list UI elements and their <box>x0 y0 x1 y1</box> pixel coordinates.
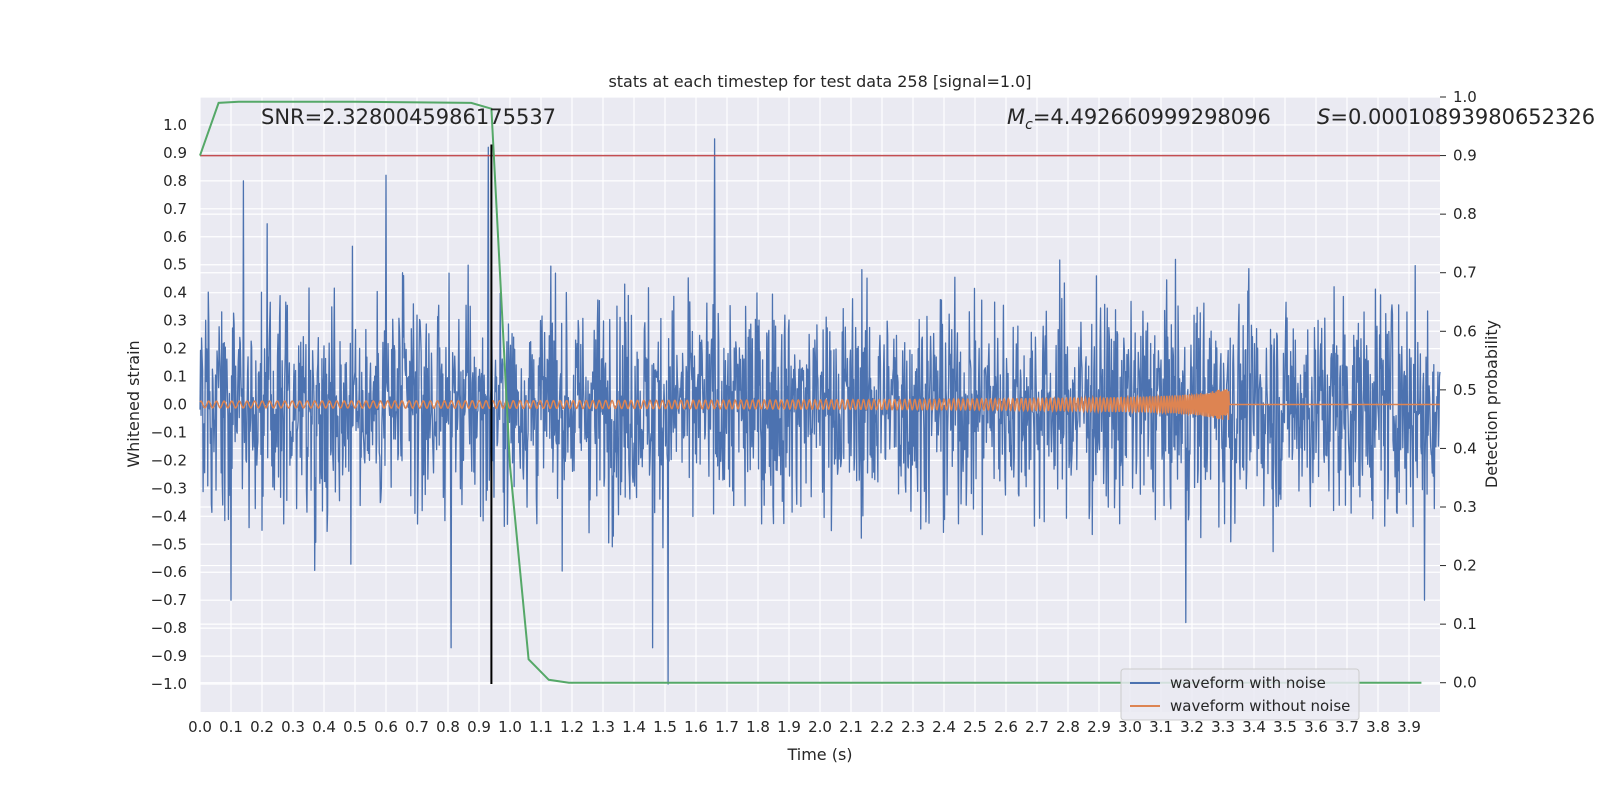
y2-axis-label: Detection probability <box>1482 320 1501 488</box>
y-tick-label: 0.8 <box>163 172 187 190</box>
x-tick-label: 2.2 <box>870 718 894 736</box>
x-tick-label: 1.1 <box>529 718 553 736</box>
y-tick-label: −0.2 <box>151 451 187 469</box>
y2-tick-label: 0.8 <box>1453 205 1477 223</box>
x-tick-label: 1.3 <box>591 718 615 736</box>
y2-tick-label: 0.0 <box>1453 674 1477 692</box>
x-tick-label: 2.3 <box>901 718 925 736</box>
x-tick-label: 1.6 <box>684 718 708 736</box>
y2-tick-label: 1.0 <box>1453 88 1477 106</box>
s-value: =0.00010893980652326 <box>1330 105 1595 129</box>
x-tick-label: 1.4 <box>622 718 646 736</box>
y-tick-label: 0.3 <box>163 312 187 330</box>
x-tick-label: 2.7 <box>1025 718 1049 736</box>
x-tick-label: 0.4 <box>312 718 336 736</box>
x-tick-label: 2.5 <box>963 718 987 736</box>
x-tick-label: 1.7 <box>715 718 739 736</box>
legend-label-noisy: waveform with noise <box>1170 674 1326 692</box>
y2-tick-label: 0.7 <box>1453 264 1477 282</box>
y-tick-label: −0.8 <box>151 619 187 637</box>
y-axis-label: Whitened strain <box>124 340 143 467</box>
y-tick-label: −0.5 <box>151 535 187 553</box>
x-tick-label: 1.9 <box>777 718 801 736</box>
chirp-mass-symbol: M <box>1007 105 1025 129</box>
chart-title: stats at each timestep for test data 258… <box>608 72 1031 91</box>
x-tick-label: 0.5 <box>343 718 367 736</box>
probability-line <box>199 100 1422 684</box>
y2-tick-label: 0.5 <box>1453 381 1477 399</box>
series-detection-probability <box>199 100 1440 684</box>
clean-waveform-line <box>199 389 1440 420</box>
y-tick-label: 0.4 <box>163 284 187 302</box>
x-tick-label: 2.1 <box>839 718 863 736</box>
x-tick-label: 1.5 <box>653 718 677 736</box>
x-tick-label: 0.9 <box>467 718 491 736</box>
x-tick-label: 2.0 <box>808 718 832 736</box>
y-tick-label: −1.0 <box>151 675 187 693</box>
chirp-mass-value: =4.492660999298096 <box>1033 105 1271 129</box>
x-tick-label: 0.1 <box>219 718 243 736</box>
x-tick-label: 3.4 <box>1242 718 1266 736</box>
x-tick-label: 2.6 <box>994 718 1018 736</box>
x-tick-label: 0.7 <box>405 718 429 736</box>
y-axis-ticks: 1.0 0.9 0.8 0.7 0.6 0.5 0.4 0.3 0.2 0.1 0.0 −0.1 −0.… <box>151 116 187 693</box>
x-tick-label: 1.2 <box>560 718 584 736</box>
y-tick-label: −0.6 <box>151 563 187 581</box>
y-tick-label: −0.7 <box>151 591 187 609</box>
x-tick-label: 0.3 <box>281 718 305 736</box>
y-tick-label: −0.9 <box>151 647 187 665</box>
x-tick-label: 2.4 <box>932 718 956 736</box>
x-tick-label: 1.0 <box>498 718 522 736</box>
x-tick-label: 0.6 <box>374 718 398 736</box>
y-tick-label: 0.9 <box>163 144 187 162</box>
y-tick-label: 0.2 <box>163 340 187 358</box>
x-tick-label: 3.8 <box>1366 718 1390 736</box>
x-tick-label: 3.6 <box>1304 718 1328 736</box>
s-symbol: S <box>1317 105 1330 129</box>
x-tick-label: 0.2 <box>250 718 274 736</box>
chirp-mass-subscript: c <box>1025 117 1033 133</box>
y-tick-label: 1.0 <box>163 116 187 134</box>
series-waveform-without-noise <box>199 389 1440 420</box>
y2-tick-label: 0.6 <box>1453 322 1477 340</box>
series-waveform-with-noise <box>199 138 1441 685</box>
y-tick-label: −0.1 <box>151 423 187 441</box>
y2-tick-label: 0.3 <box>1453 498 1477 516</box>
y-tick-label: 0.5 <box>163 256 187 274</box>
x-tick-label: 2.9 <box>1087 718 1111 736</box>
x-tick-label: 3.3 <box>1211 718 1235 736</box>
y2-tick-label: 0.4 <box>1453 439 1477 457</box>
snr-annotation: SNR=2.3280045986175537 <box>261 105 556 129</box>
x-tick-label: 2.8 <box>1056 718 1080 736</box>
legend: waveform with noise waveform without noi… <box>1120 668 1360 721</box>
chirp-mass-annotation: Mc=4.492660999298096 <box>1007 105 1271 133</box>
legend-box <box>1120 668 1360 721</box>
s-annotation: S=0.00010893980652326 <box>1317 105 1595 129</box>
x-tick-label: 0.8 <box>436 718 460 736</box>
legend-label-clean: waveform without noise <box>1170 697 1350 715</box>
x-tick-label: 3.9 <box>1397 718 1421 736</box>
x-tick-label: 0.0 <box>188 718 212 736</box>
y2-axis-ticks: 1.0 0.9 0.8 0.7 0.6 0.5 0.4 0.3 0.2 0.1 0.0 <box>1440 88 1477 692</box>
x-axis-ticks: 0.0 0.1 0.2 0.3 0.4 0.5 0.6 0.7 0.8 0.9 1.0 1.1 1.2 1… <box>188 718 1421 736</box>
x-tick-label: 1.8 <box>746 718 770 736</box>
y-tick-label: 0.7 <box>163 200 187 218</box>
y-tick-label: −0.3 <box>151 479 187 497</box>
y2-tick-label: 0.2 <box>1453 557 1477 575</box>
y-tick-label: 0.6 <box>163 228 187 246</box>
x-tick-label: 3.1 <box>1149 718 1173 736</box>
x-axis-label: Time (s) <box>786 745 852 764</box>
x-tick-label: 3.7 <box>1335 718 1359 736</box>
y-tick-label: −0.4 <box>151 507 187 525</box>
y-tick-label: 0.1 <box>163 368 187 386</box>
y2-tick-label: 0.9 <box>1453 147 1477 165</box>
x-tick-label: 3.5 <box>1273 718 1297 736</box>
noisy-waveform-line <box>199 138 1441 685</box>
y-tick-label: 0.0 <box>163 396 187 414</box>
x-tick-label: 3.2 <box>1180 718 1204 736</box>
x-tick-label: 3.0 <box>1118 718 1142 736</box>
y2-tick-label: 0.1 <box>1453 615 1477 633</box>
